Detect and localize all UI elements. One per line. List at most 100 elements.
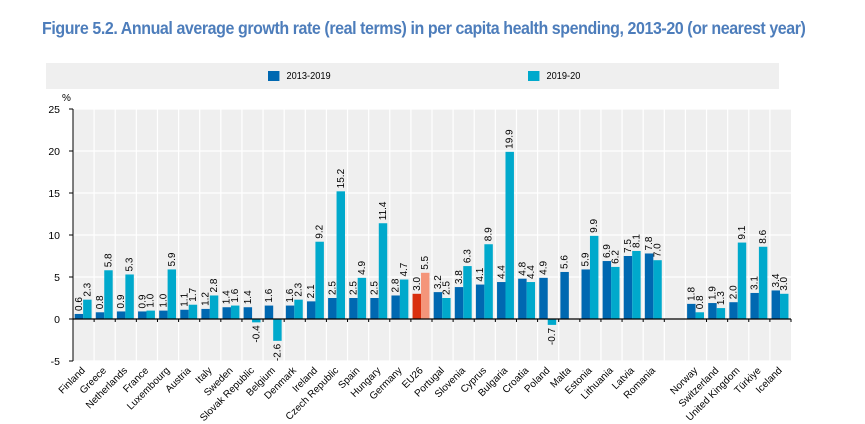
value-label: 8.9: [484, 227, 495, 241]
value-label: 0.9: [116, 294, 127, 308]
value-label: 5.8: [103, 253, 114, 267]
value-label: 6.9: [602, 244, 613, 258]
bar-2013-2019: [95, 312, 105, 319]
value-label: 4.1: [475, 267, 486, 281]
legend-label: 2013-2019: [286, 70, 331, 82]
bar-2019-20: [357, 277, 367, 319]
value-label: 2.5: [370, 281, 381, 295]
bar-2019-20: [273, 319, 282, 341]
value-label: 0.9: [137, 294, 148, 308]
value-label: -0.4: [251, 325, 262, 343]
value-label: -2.6: [272, 343, 283, 361]
y-axis-unit-label: %: [62, 93, 71, 104]
value-label: 8.6: [758, 229, 769, 243]
bar-2019-20: [611, 266, 620, 319]
y-tick-label: -5: [51, 356, 60, 368]
bar-2013-2019: [159, 310, 168, 319]
value-label: 4.4: [496, 265, 507, 279]
value-label: 3.4: [771, 273, 782, 287]
bar-2013-2019: [687, 303, 696, 319]
bar-2019-20: [378, 223, 388, 319]
bar-2019-20: [315, 241, 324, 319]
y-tick-label: 20: [48, 146, 60, 158]
bar-2013-2019: [222, 307, 231, 319]
bar-2019-20: [252, 319, 261, 323]
value-label: 5.9: [581, 252, 592, 266]
bar-2019-20: [167, 269, 177, 319]
bar-2019-20: [230, 305, 240, 319]
bar-2019-20: [589, 235, 599, 319]
value-label: 1.0: [158, 293, 169, 307]
bar-2019-20: [209, 295, 219, 319]
value-label: 3.2: [433, 275, 444, 289]
legend-label: 2019-20: [546, 70, 581, 82]
legend-swatch-2019-20: [528, 71, 540, 81]
bar-2019-20: [632, 250, 641, 319]
value-label: 2.3: [294, 282, 305, 296]
bar-2013-2019: [708, 303, 717, 319]
bar-2013-2019: [180, 309, 189, 319]
value-label: 3.8: [454, 270, 465, 284]
value-label: 1.7: [188, 287, 199, 301]
bar-2019-20: [83, 299, 92, 319]
value-label: 7.5: [623, 239, 634, 253]
bar-2013-2019: [433, 292, 443, 319]
bar-2013-2019: [454, 287, 464, 319]
value-label: 4.7: [399, 262, 410, 276]
value-label: 2.5: [348, 281, 359, 295]
value-label: 0.8: [695, 295, 706, 309]
bar-2019-20: [442, 298, 451, 319]
y-tick-label: 0: [54, 314, 60, 326]
y-tick-label: 25: [48, 104, 60, 116]
value-label: 2.3: [82, 282, 93, 296]
bar-2019-20: [526, 282, 536, 319]
bar-2013-2019: [475, 284, 485, 319]
value-label: 1.2: [201, 292, 212, 306]
bar-2019-20: [146, 310, 155, 319]
value-label: -0.7: [547, 327, 558, 345]
bar-2013-2019: [560, 271, 569, 319]
bar-2013-2019: [74, 313, 84, 319]
legend: 2013-2019 2019-20: [46, 63, 779, 89]
value-label: 6.2: [610, 250, 621, 264]
y-tick-label: 15: [48, 188, 60, 200]
bar-2013-2019: [285, 305, 295, 319]
y-tick-label: 10: [48, 230, 60, 242]
legend-item-2019-20: 2019-20: [528, 70, 580, 82]
figure-title: Figure 5.2. Annual average growth rate (…: [42, 18, 806, 38]
bar-2013-2019: [349, 298, 358, 319]
bar-2019-20: [125, 274, 134, 319]
value-label: 4.9: [539, 261, 550, 275]
bar-2019-20: [336, 191, 345, 319]
value-label: 5.6: [560, 255, 571, 269]
bar-2013-2019: [729, 302, 738, 319]
value-label: 1.0: [146, 293, 157, 307]
bar-2013-2019: [328, 298, 337, 319]
value-label: 2.0: [729, 285, 740, 299]
value-label: 9.9: [589, 219, 600, 233]
bar-2019-20: [463, 266, 472, 319]
bar-2013-2019: [518, 278, 527, 319]
bar-2013-2019: [412, 293, 422, 319]
bar-2013-2019: [306, 301, 316, 319]
value-label: 19.9: [505, 129, 516, 149]
bar-2013-2019: [264, 305, 274, 319]
value-label: 4.4: [526, 265, 537, 279]
value-label: 1.8: [686, 287, 697, 301]
bar-2013-2019: [771, 290, 781, 319]
value-label: 15.2: [336, 168, 347, 188]
bar-2013-2019: [497, 282, 506, 319]
value-label: 7.0: [653, 243, 664, 257]
value-label: 8.1: [631, 234, 642, 248]
bar-2013-2019: [116, 311, 126, 319]
value-label: 11.4: [378, 201, 389, 220]
bar-2019-20: [716, 308, 726, 319]
legend-swatch-2013-2019: [268, 71, 280, 81]
bar-2013-2019: [138, 311, 147, 319]
value-label: 1.3: [716, 291, 727, 305]
value-label: 3.0: [779, 276, 790, 290]
legend-item-2013-2019: 2013-2019: [268, 70, 331, 82]
bar-2019-20: [399, 279, 409, 319]
value-label: 6.3: [462, 249, 473, 263]
